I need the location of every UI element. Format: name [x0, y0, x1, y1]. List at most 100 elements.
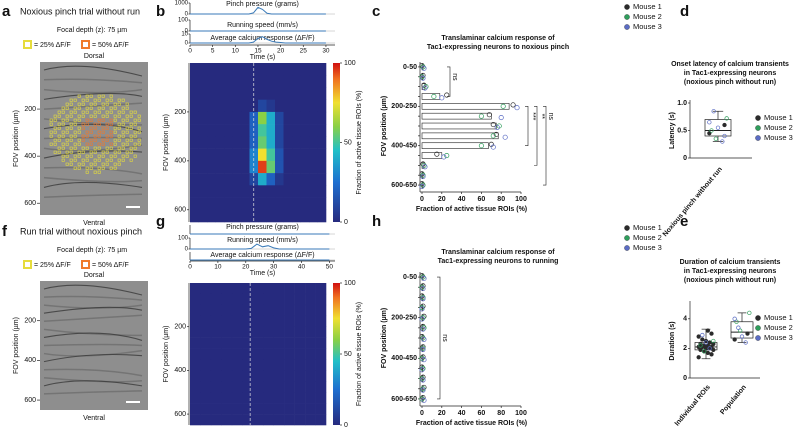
- heatmap-cell: [294, 315, 306, 327]
- chart-title: Translaminar calcium response of: [441, 35, 555, 42]
- activity-overlay: [65, 142, 69, 146]
- heatmap-cell: [273, 283, 285, 295]
- activity-overlay: [129, 138, 133, 142]
- heatmap-cell: [305, 326, 316, 338]
- activity-overlay: [73, 142, 77, 146]
- heatmap-cell: [190, 337, 201, 349]
- heatmap-cell: [305, 403, 316, 415]
- activity-overlay: [125, 138, 129, 142]
- data-point: [490, 133, 496, 139]
- activity-overlay: [133, 130, 137, 134]
- panel-letter: c: [372, 3, 380, 20]
- heatmap-cell: [266, 148, 276, 162]
- heatmap-cell: [315, 348, 327, 360]
- y-axis-label: Duration (s): [669, 321, 676, 360]
- activity-overlay: [121, 154, 125, 158]
- heatmap-cell: [315, 293, 327, 306]
- data-point: [478, 113, 484, 119]
- heatmap-cell: [252, 359, 264, 371]
- heatmap-cell: [231, 370, 243, 382]
- activity-overlay: [125, 150, 129, 154]
- x-tick-label: 5: [211, 48, 215, 55]
- heatmap-cell: [232, 209, 242, 223]
- heatmap-cell: [190, 326, 201, 338]
- trace-line: [190, 36, 326, 44]
- data-point: [444, 92, 450, 98]
- trace-label: Pinch pressure (grams): [226, 1, 299, 8]
- heatmap-cell: [190, 99, 199, 113]
- activity-overlay: [109, 118, 113, 122]
- heatmap-cell: [207, 173, 216, 186]
- activity-overlay: [77, 106, 81, 110]
- bar: [421, 93, 441, 100]
- activity-overlay: [101, 94, 105, 98]
- x-tick-label: 80: [497, 410, 505, 417]
- trace-line: [190, 6, 326, 15]
- data-point: [711, 347, 716, 353]
- heatmap-cell: [210, 414, 222, 426]
- data-point: [743, 340, 748, 345]
- activity-overlay: [121, 110, 125, 114]
- activity-overlay: [93, 150, 97, 154]
- heatmap-cell: [190, 185, 199, 198]
- colorbar-tick-label: 50: [344, 351, 352, 358]
- x-tick-label: 10: [232, 48, 240, 55]
- data-point: [711, 338, 716, 344]
- x-tick-label: 100: [515, 196, 527, 203]
- heatmap-cell: [292, 111, 301, 125]
- activity-overlay: [85, 130, 89, 134]
- heatmap-cell: [294, 337, 306, 349]
- activity-overlay: [89, 154, 93, 158]
- heatmap-cell: [190, 209, 199, 223]
- activity-overlay: [93, 134, 97, 138]
- heatmap-cell: [273, 370, 285, 382]
- heatmap-cell: [200, 326, 212, 338]
- heatmap-cell: [300, 209, 310, 223]
- heatmap-cell: [207, 136, 216, 149]
- chart-title: Onset latency of calcium transients: [671, 61, 789, 68]
- data-point: [738, 328, 743, 333]
- y-tick-label: 200-250: [391, 103, 417, 110]
- heatmap-cell: [273, 392, 285, 404]
- activity-overlay: [137, 130, 141, 134]
- heatmap-cell: [300, 185, 310, 198]
- activity-overlay: [121, 134, 125, 138]
- heatmap-cell: [284, 337, 295, 349]
- bar: [421, 122, 497, 130]
- heatmap-cell: [284, 381, 295, 393]
- activity-overlay: [121, 158, 125, 162]
- heatmap-cell: [207, 75, 216, 88]
- y-tick-label: 600: [174, 411, 186, 418]
- heatmap-cell: [224, 148, 233, 162]
- activity-overlay: [101, 126, 105, 130]
- significance-label: **: [538, 114, 545, 120]
- significance-bracket: [534, 106, 538, 166]
- image-texture: [43, 150, 143, 159]
- y-axis-label: FOV position (µm): [13, 317, 20, 374]
- heatmap-cell: [317, 197, 327, 211]
- heatmap-cell: [283, 75, 293, 88]
- activity-overlay: [89, 126, 93, 130]
- heatmap-cell: [232, 111, 242, 125]
- heatmap-cell: [242, 337, 254, 349]
- legend-label: Mouse 1: [764, 313, 793, 322]
- heatmap-cell: [200, 392, 212, 404]
- trace-tick-label: 0: [185, 29, 189, 35]
- chart-title: in Tac1-expressing neurons: [684, 70, 777, 77]
- heatmap-cell: [309, 209, 318, 223]
- heatmap-cell: [294, 392, 306, 404]
- heatmap-cell: [190, 136, 199, 149]
- heatmap-cell: [273, 359, 285, 371]
- activity-overlay: [73, 166, 77, 170]
- activity-overlay: [113, 138, 117, 142]
- activity-overlay: [109, 142, 113, 146]
- data-point: [420, 354, 426, 360]
- activity-overlay: [117, 126, 121, 130]
- heatmap-cell: [309, 197, 318, 211]
- heatmap-cell: [266, 209, 276, 223]
- heatmap-cell: [305, 315, 316, 327]
- heatmap-cell: [198, 99, 208, 113]
- trace-tick-label: 1000: [175, 1, 189, 7]
- activity-overlay: [69, 162, 73, 166]
- y-tick-label: 400: [24, 153, 36, 160]
